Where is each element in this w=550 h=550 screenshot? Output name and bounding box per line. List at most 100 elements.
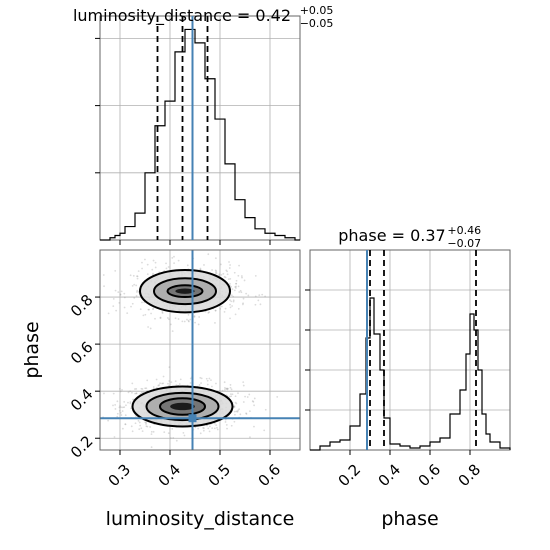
sample-point [140, 427, 143, 430]
title-phase: phase = 0.37 [338, 226, 445, 245]
sample-point [228, 395, 231, 398]
sample-point [214, 309, 217, 312]
sample-point [150, 433, 153, 436]
sample-point [221, 389, 224, 392]
sample-point [189, 377, 192, 380]
sample-point [242, 297, 245, 300]
sample-point [131, 382, 134, 385]
sample-point [235, 279, 238, 282]
x-tick-label: 0.4 [155, 460, 185, 490]
sample-point [240, 275, 243, 277]
sample-point [222, 272, 225, 275]
sample-point [254, 303, 257, 306]
x-tick-label: 0.6 [415, 460, 445, 490]
sample-point [162, 375, 165, 378]
sample-point [232, 299, 235, 302]
sample-point [214, 309, 217, 312]
sample-point [130, 407, 132, 410]
sample-point [145, 423, 147, 425]
sample-point [165, 267, 168, 270]
sample-point [231, 305, 233, 307]
sample-point [247, 294, 250, 297]
sample-point [167, 382, 169, 385]
sample-point [207, 427, 210, 430]
sample-point [126, 312, 129, 315]
sample-point [229, 393, 232, 396]
sample-point [123, 292, 126, 295]
sample-point [183, 320, 186, 323]
sample-point [203, 427, 205, 430]
sample-point [229, 306, 232, 309]
sample-point [224, 307, 227, 310]
sample-point [233, 406, 236, 408]
sample-point [130, 425, 133, 428]
sample-point [166, 317, 169, 319]
x-axis-label-luminosity-distance: luminosity_distance [106, 508, 295, 530]
sample-point [123, 400, 126, 403]
sample-point [235, 282, 238, 285]
sample-point [182, 432, 185, 434]
sample-point [229, 282, 231, 285]
phase-histogram [310, 297, 511, 451]
sample-point [238, 264, 240, 267]
sample-point [120, 414, 123, 416]
sample-point [226, 388, 229, 391]
sample-point [242, 381, 245, 384]
sample-point [169, 437, 172, 439]
sample-point [129, 390, 131, 393]
sample-point [189, 382, 192, 384]
sample-point [173, 262, 176, 265]
sample-point [258, 294, 261, 297]
sample-point [169, 323, 172, 326]
sample-point [223, 381, 226, 384]
sample-point [157, 384, 160, 387]
sample-point [202, 429, 205, 432]
sample-point [136, 277, 139, 280]
sample-point [107, 312, 110, 315]
sample-point [230, 388, 233, 391]
sample-point [159, 382, 161, 385]
sample-point [134, 392, 137, 395]
sample-point [276, 396, 279, 398]
sample-point [208, 311, 211, 314]
sample-point [193, 315, 196, 317]
sample-point [210, 379, 212, 382]
sample-point [173, 255, 175, 258]
sample-point [118, 301, 121, 304]
sample-point [206, 383, 209, 386]
sample-point [152, 430, 155, 433]
sample-point [187, 319, 190, 322]
sample-point [233, 289, 236, 292]
x-tick-label: 0.2 [335, 460, 365, 490]
title-luminosity-distance-lower: −0.05 [300, 17, 334, 30]
sample-point [235, 287, 237, 289]
sample-point [264, 408, 267, 411]
sample-point [161, 311, 164, 313]
sample-point [115, 309, 118, 312]
sample-point [129, 274, 132, 277]
sample-point [146, 273, 149, 276]
sample-point [107, 419, 110, 422]
sample-point [131, 284, 134, 287]
sample-point [141, 430, 144, 433]
y-tick-label: 0.2 [67, 432, 97, 462]
sample-point [150, 430, 153, 433]
sample-point [226, 273, 229, 276]
luminosity-distance-histogram [100, 28, 300, 241]
sample-point [127, 401, 129, 404]
sample-point [249, 410, 251, 413]
sample-point [203, 264, 205, 266]
sample-point [155, 378, 158, 381]
sample-point [232, 295, 235, 298]
sample-point [141, 267, 143, 270]
sample-point [243, 279, 246, 282]
sample-point [233, 405, 236, 408]
sample-point [121, 406, 124, 409]
truth-marker [188, 414, 197, 423]
sample-point [146, 263, 149, 266]
sample-point [254, 295, 257, 298]
x-tick-label: 0.4 [375, 460, 405, 490]
sample-point [145, 387, 148, 390]
sample-point [214, 269, 217, 272]
